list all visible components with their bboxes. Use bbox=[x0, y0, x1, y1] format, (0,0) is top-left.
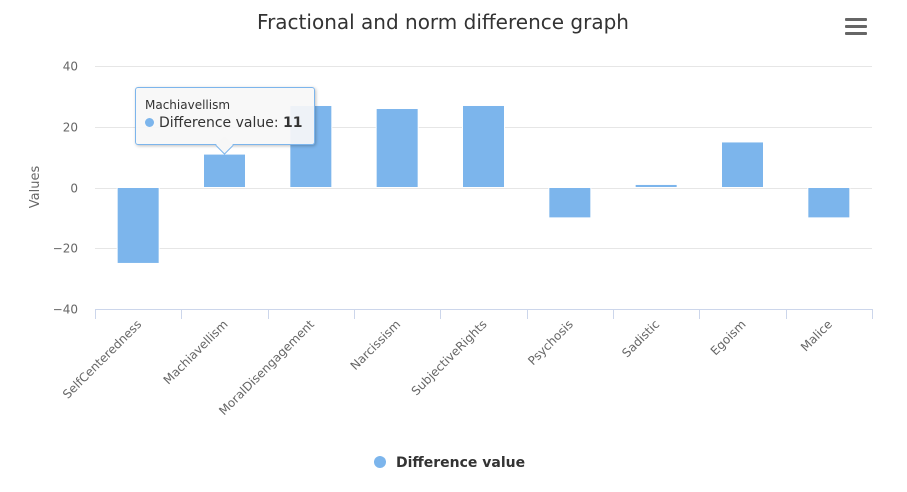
x-tick-label: Psychosis bbox=[525, 317, 576, 368]
bar-machiavellism[interactable] bbox=[203, 153, 246, 188]
x-tick-label: Malice bbox=[798, 317, 835, 354]
tooltip-series-dot bbox=[145, 118, 154, 127]
tooltip: Machiavellism Difference value: 11 bbox=[135, 87, 315, 155]
bar-egoism[interactable] bbox=[721, 141, 764, 188]
legend-marker bbox=[374, 456, 386, 468]
bar-subjectiverights[interactable] bbox=[462, 104, 505, 188]
bar-sadistic[interactable] bbox=[634, 183, 678, 188]
chart-title: Fractional and norm difference graph bbox=[257, 10, 629, 34]
y-tick-label: 40 bbox=[63, 60, 78, 74]
tooltip-value: 11 bbox=[283, 115, 303, 131]
tooltip-separator: : bbox=[273, 115, 284, 131]
bar-narcissism[interactable] bbox=[375, 108, 419, 188]
bar-malice[interactable] bbox=[807, 187, 851, 219]
x-tick-label: Narcissism bbox=[348, 317, 404, 373]
legend-label[interactable]: Difference value bbox=[396, 455, 525, 471]
y-tick-label: 0 bbox=[70, 182, 78, 196]
y-axis-title: Values bbox=[28, 166, 43, 209]
y-tick-label: −40 bbox=[53, 303, 78, 317]
x-tick-label: SelfCenteredness bbox=[60, 317, 144, 401]
tooltip-series-name: Difference value bbox=[159, 115, 274, 131]
tooltip-category: Machiavellism bbox=[145, 98, 231, 112]
x-tick-label: MoralDisengagement bbox=[216, 317, 317, 418]
y-tick-label: −20 bbox=[53, 242, 78, 256]
y-tick-label: 20 bbox=[63, 121, 78, 135]
x-tick-label: Sadistic bbox=[619, 317, 662, 360]
bar-selfcenteredness[interactable] bbox=[116, 187, 160, 264]
legend-item[interactable]: Difference value bbox=[374, 455, 525, 471]
x-tick-label: Egoism bbox=[708, 317, 749, 358]
bar-psychosis[interactable] bbox=[548, 187, 592, 219]
hamburger-menu-icon[interactable] bbox=[845, 18, 867, 36]
x-tick-label: Machiavellism bbox=[161, 317, 231, 387]
x-tick-label: SubjectiveRights bbox=[409, 317, 490, 398]
